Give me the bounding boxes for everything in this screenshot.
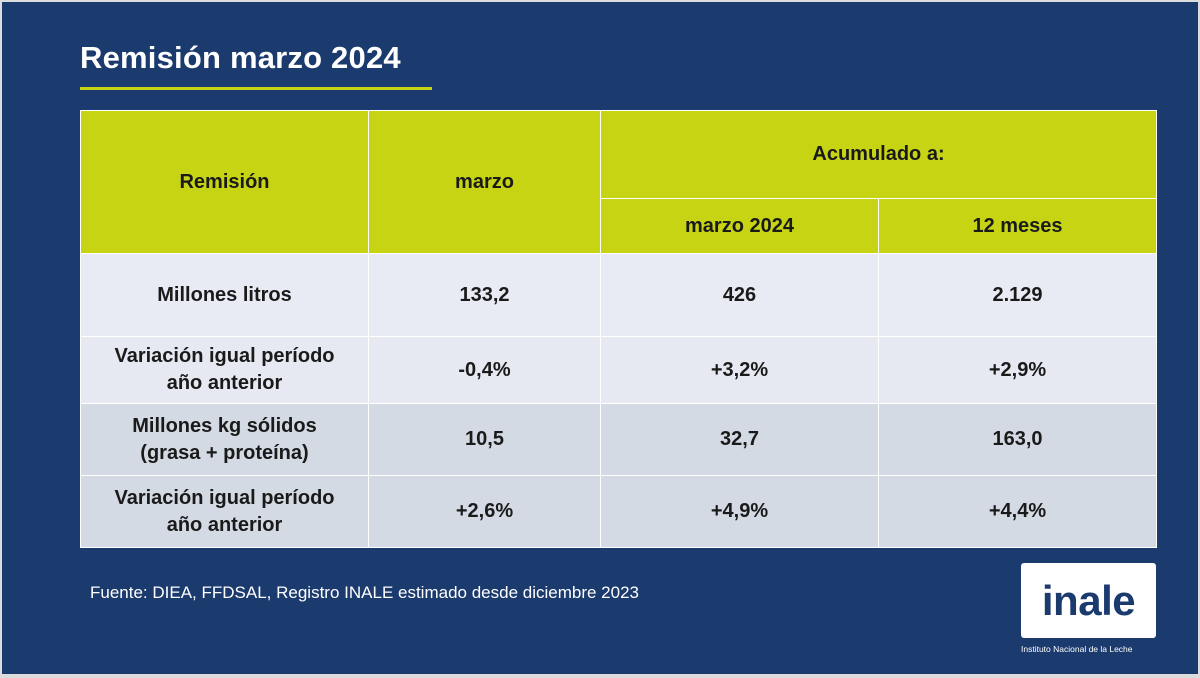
remision-table: Remisión marzo Acumulado a: marzo 2024 1… [80,110,1157,548]
header-row-sub: marzo 2024 12 meses [81,198,1157,254]
cell-value: +4,4% [878,475,1157,548]
source-note: Fuente: DIEA, FFDSAL, Registro INALE est… [90,583,639,602]
row-label: Variación igual período año anterior [80,336,369,404]
header-12-meses: 12 meses [878,198,1157,254]
inale-logo: inale [1021,563,1156,638]
row-label: Millones litros [80,253,369,337]
header-row-top: Remisión marzo Acumulado a: [80,110,1157,254]
cell-value: 163,0 [878,403,1157,476]
cell-value: 32,7 [600,403,879,476]
header-acumulado: Acumulado a: [600,110,1157,199]
table-row: Variación igual período año anterior -0,… [80,336,1157,404]
cell-value: 133,2 [368,253,601,337]
cell-value: +2,9% [878,336,1157,404]
row-label: Variación igual período año anterior [80,475,369,548]
cell-value: 2.129 [878,253,1157,337]
table-row: Millones kg sólidos (grasa + proteína) 1… [80,403,1157,476]
header-marzo: marzo [368,110,601,254]
logo-text: inale [1041,576,1136,624]
table-row: Millones litros 133,2 426 2.129 [80,253,1157,337]
table-row: Variación igual período año anterior +2,… [80,475,1157,548]
title-underline [80,87,432,90]
logo-caption: Instituto Nacional de la Leche [1021,644,1133,654]
header-marzo-2024: marzo 2024 [600,198,879,254]
cell-value: +4,9% [600,475,879,548]
row-label: Millones kg sólidos (grasa + proteína) [80,403,369,476]
cell-value: 426 [600,253,879,337]
cell-value: +2,6% [368,475,601,548]
cell-value: 10,5 [368,403,601,476]
page-title: Remisión marzo 2024 [80,40,401,75]
cell-value: -0,4% [368,336,601,404]
header-remision: Remisión [80,110,369,254]
cell-value: +3,2% [600,336,879,404]
